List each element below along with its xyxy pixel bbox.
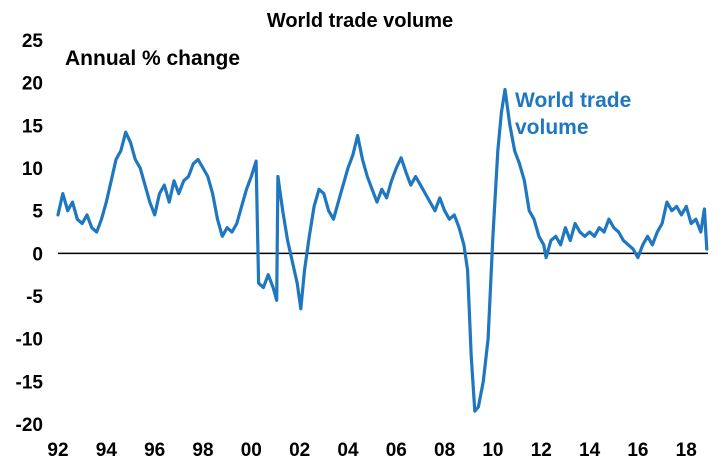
x-tick-label: 16 — [627, 440, 648, 461]
x-tick-label: 14 — [579, 440, 601, 461]
y-tick-label: 15 — [22, 116, 44, 137]
x-tick-label: 06 — [386, 440, 407, 461]
x-tick-label: 12 — [531, 440, 552, 461]
y-tick-label: -10 — [16, 330, 43, 351]
y-tick-label: -15 — [16, 372, 44, 393]
y-axis-ticks: 25 20 15 10 5 0 -5 -10 -15 -20 — [16, 31, 44, 436]
x-tick-label: 02 — [289, 440, 310, 461]
series-label: World trade volume — [515, 89, 637, 139]
y-tick-label: 25 — [22, 31, 44, 52]
y-tick-label: 10 — [22, 159, 43, 180]
world-trade-volume-line — [56, 87, 709, 413]
x-axis-ticks: 92 94 96 98 00 02 04 06 08 10 12 14 16 18 — [47, 440, 696, 461]
chart-title: World trade volume — [267, 10, 453, 32]
y-tick-label: 20 — [22, 74, 43, 95]
x-tick-label: 10 — [482, 440, 503, 461]
y-tick-label: -20 — [16, 415, 43, 436]
x-tick-label: 00 — [241, 440, 262, 461]
x-tick-label: 96 — [144, 440, 165, 461]
series-label-line-1: World trade — [515, 89, 631, 112]
x-tick-label: 92 — [47, 440, 68, 461]
y-tick-label: 0 — [32, 244, 43, 265]
annual-change-note: Annual % change — [65, 47, 240, 70]
x-tick-label: 98 — [192, 440, 213, 461]
y-tick-label: -5 — [26, 287, 43, 308]
x-tick-label: 18 — [676, 440, 697, 461]
x-tick-label: 94 — [96, 440, 118, 461]
x-tick-label: 04 — [337, 440, 359, 461]
x-tick-label: 08 — [434, 440, 455, 461]
series-label-line-2: volume — [515, 116, 589, 139]
y-tick-label: 5 — [32, 202, 43, 223]
